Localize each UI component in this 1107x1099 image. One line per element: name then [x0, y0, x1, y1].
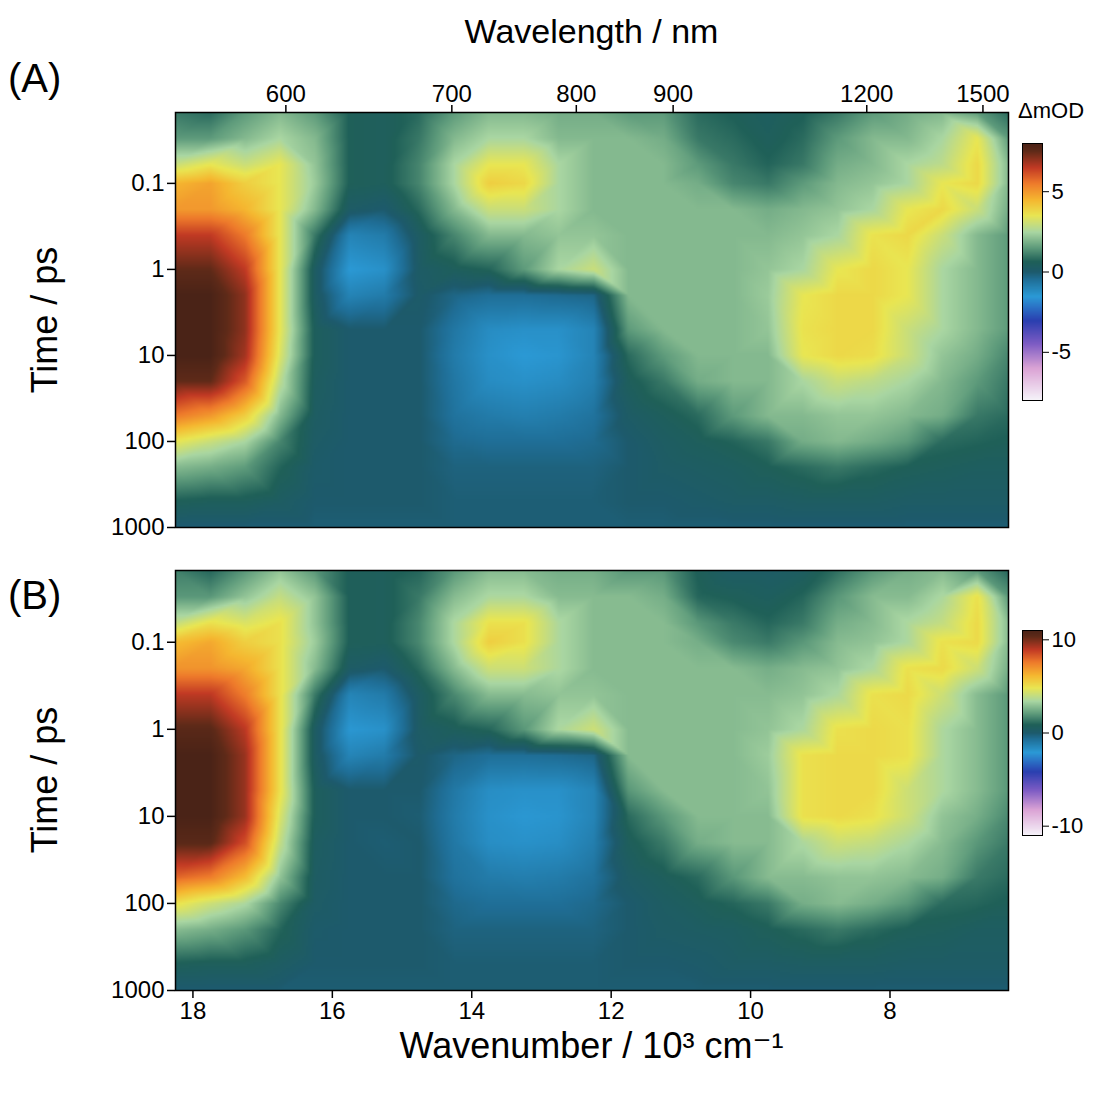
- svg-text:700: 700: [432, 80, 472, 107]
- svg-text:1000: 1000: [111, 513, 164, 540]
- svg-text:16: 16: [319, 997, 346, 1024]
- svg-text:0.1: 0.1: [131, 628, 164, 655]
- svg-text:1000: 1000: [111, 976, 164, 1003]
- svg-text:12: 12: [598, 997, 625, 1024]
- svg-text:0: 0: [1052, 720, 1064, 745]
- svg-text:10: 10: [737, 997, 764, 1024]
- svg-text:14: 14: [458, 997, 485, 1024]
- html-text:Wavenumber / 10³ cm⁻¹: Wavenumber / 10³ cm⁻¹: [399, 1025, 784, 1066]
- svg-text:1: 1: [151, 715, 164, 742]
- svg-text:5: 5: [1052, 179, 1064, 204]
- svg-text:100: 100: [124, 427, 164, 454]
- html-text:(A): (A): [8, 56, 62, 100]
- svg-text:100: 100: [124, 889, 164, 916]
- svg-text:-10: -10: [1052, 813, 1084, 838]
- svg-text:10: 10: [138, 341, 165, 368]
- html-text:ΔmOD: ΔmOD: [1018, 98, 1084, 123]
- svg-text:900: 900: [653, 80, 693, 107]
- svg-text:8: 8: [883, 997, 896, 1024]
- svg-text:-5: -5: [1052, 339, 1072, 364]
- svg-text:10: 10: [138, 802, 165, 829]
- svg-text:1: 1: [151, 255, 164, 282]
- html-text:Time / ps: Time / ps: [24, 246, 65, 393]
- svg-text:1200: 1200: [840, 80, 893, 107]
- svg-text:0.1: 0.1: [131, 169, 164, 196]
- svg-text:600: 600: [266, 80, 306, 107]
- svg-text:1500: 1500: [956, 80, 1009, 107]
- svg-text:800: 800: [556, 80, 596, 107]
- html-text:Wavelength / nm: Wavelength / nm: [464, 12, 719, 50]
- svg-text:18: 18: [180, 997, 207, 1024]
- svg-text:10: 10: [1052, 627, 1076, 652]
- svg-text:0: 0: [1052, 259, 1064, 284]
- html-text:(B): (B): [8, 573, 62, 617]
- html-text:Time / ps: Time / ps: [24, 706, 65, 854]
